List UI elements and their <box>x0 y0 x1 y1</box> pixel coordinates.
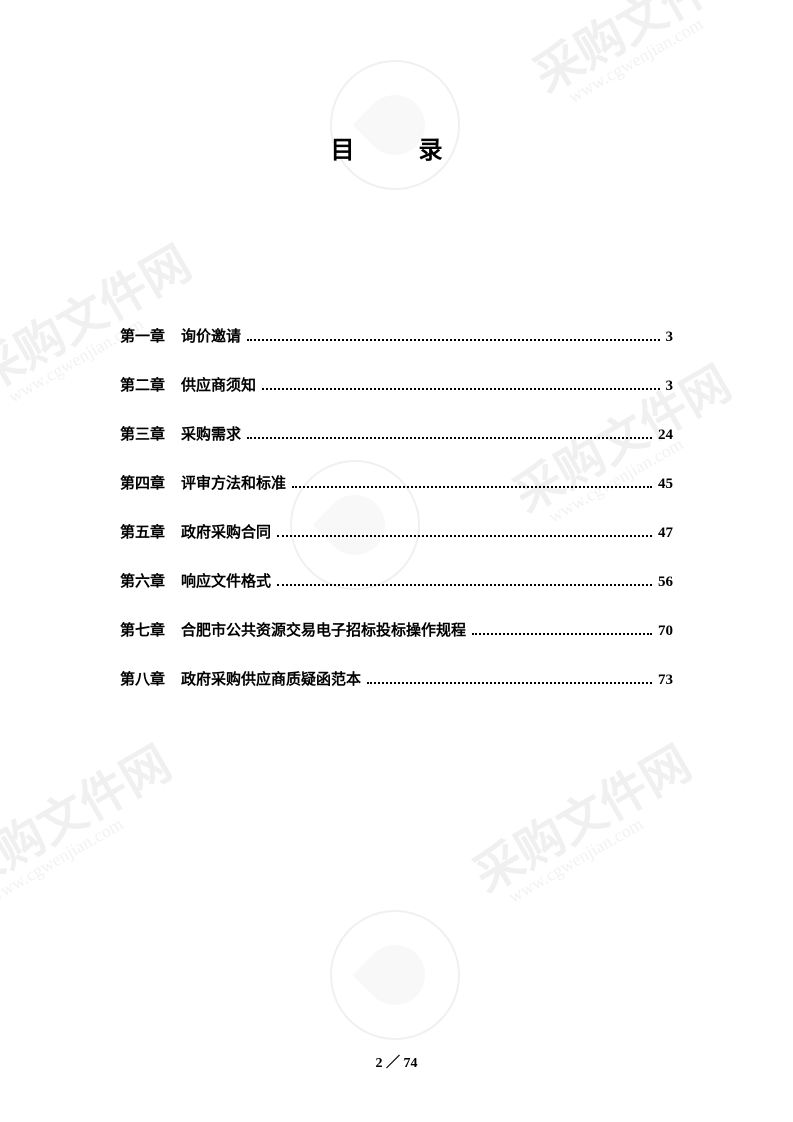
toc-page: 73 <box>658 672 673 689</box>
toc-dots <box>277 535 652 537</box>
toc-name: 政府采购供应商质疑函范本 <box>181 668 361 689</box>
toc-list: 第一章 询价邀请 3 第二章 供应商须知 3 第三章 采购需求 24 第四章 评… <box>120 325 673 689</box>
toc-page: 47 <box>658 525 673 542</box>
toc-item: 第二章 供应商须知 3 <box>120 374 673 395</box>
toc-chapter: 第五章 <box>120 521 165 542</box>
page-footer: 2 ／ 74 <box>0 1052 793 1072</box>
toc-name: 合肥市公共资源交易电子招标投标操作规程 <box>181 619 466 640</box>
toc-page: 56 <box>658 574 673 591</box>
toc-item: 第四章 评审方法和标准 45 <box>120 472 673 493</box>
toc-name: 供应商须知 <box>181 374 256 395</box>
footer-current-page: 2 <box>376 1056 383 1071</box>
toc-name: 评审方法和标准 <box>181 472 286 493</box>
toc-page: 3 <box>666 378 674 395</box>
toc-chapter: 第六章 <box>120 570 165 591</box>
toc-chapter: 第三章 <box>120 423 165 444</box>
toc-dots <box>292 486 652 488</box>
toc-chapter: 第四章 <box>120 472 165 493</box>
toc-name: 询价邀请 <box>181 325 241 346</box>
toc-title: 目 录 <box>120 130 673 165</box>
toc-page: 45 <box>658 476 673 493</box>
toc-item: 第八章 政府采购供应商质疑函范本 73 <box>120 668 673 689</box>
toc-chapter: 第八章 <box>120 668 165 689</box>
toc-dots <box>277 584 652 586</box>
toc-dots <box>472 633 652 635</box>
toc-dots <box>262 388 659 390</box>
footer-separator: ／ <box>386 1056 400 1071</box>
toc-item: 第一章 询价邀请 3 <box>120 325 673 346</box>
toc-chapter: 第二章 <box>120 374 165 395</box>
toc-dots <box>247 339 659 341</box>
toc-item: 第三章 采购需求 24 <box>120 423 673 444</box>
toc-item: 第七章 合肥市公共资源交易电子招标投标操作规程 70 <box>120 619 673 640</box>
toc-page: 3 <box>666 329 674 346</box>
toc-dots <box>247 437 652 439</box>
footer-total-pages: 74 <box>404 1056 418 1071</box>
toc-chapter: 第七章 <box>120 619 165 640</box>
toc-name: 采购需求 <box>181 423 241 444</box>
toc-item: 第五章 政府采购合同 47 <box>120 521 673 542</box>
toc-dots <box>367 682 652 684</box>
toc-name: 政府采购合同 <box>181 521 271 542</box>
toc-item: 第六章 响应文件格式 56 <box>120 570 673 591</box>
toc-page: 24 <box>658 427 673 444</box>
toc-page: 70 <box>658 623 673 640</box>
toc-chapter: 第一章 <box>120 325 165 346</box>
toc-name: 响应文件格式 <box>181 570 271 591</box>
page-content: 目 录 第一章 询价邀请 3 第二章 供应商须知 3 第三章 采购需求 24 第… <box>0 0 793 1122</box>
